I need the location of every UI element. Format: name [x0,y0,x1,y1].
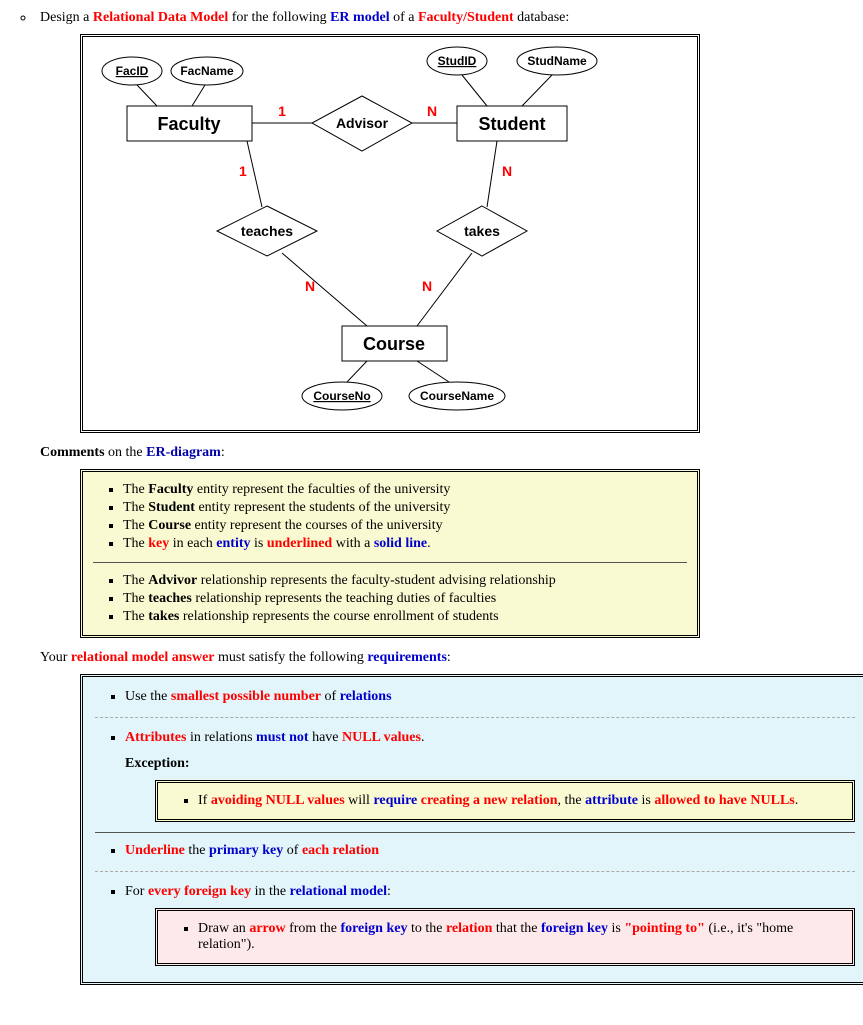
svg-text:takes: takes [464,223,500,239]
requirements-box: Use the smallest possible number of rela… [80,674,863,985]
comment-item: The key in each entity is underlined wit… [123,536,687,552]
svg-text:FacName: FacName [180,64,234,78]
comment-item: The Advivor relationship represents the … [123,573,687,589]
prompt-text: Design a Relational Data Model for the f… [40,10,569,25]
svg-text:N: N [422,278,432,294]
comments-heading: Comments on the ER-diagram: [40,445,843,461]
comment-item: The Student entity represent the student… [123,500,687,516]
er-diagram-frame: FacID FacName StudID StudName Faculty St… [80,34,700,433]
svg-text:CourseName: CourseName [420,389,494,403]
comment-item: The Course entity represent the courses … [123,518,687,534]
svg-text:Student: Student [479,114,546,134]
er-diagram: FacID FacName StudID StudName Faculty St… [87,41,695,421]
foreign-key-box: Draw an arrow from the foreign key to th… [155,908,855,966]
svg-text:1: 1 [239,163,247,179]
exception-item: If avoiding NULL values will require cre… [198,793,842,809]
svg-text:1: 1 [278,103,286,119]
requirement-item: Use the smallest possible number of rela… [125,689,855,705]
svg-text:Advisor: Advisor [336,115,389,131]
requirement-item: Attributes in relations must not have NU… [125,730,855,822]
svg-text:Faculty: Faculty [157,114,220,134]
exception-box: If avoiding NULL values will require cre… [155,780,855,822]
svg-text:CourseNo: CourseNo [313,389,370,403]
svg-text:N: N [305,278,315,294]
svg-text:StudID: StudID [438,54,477,68]
foreign-key-item: Draw an arrow from the foreign key to th… [198,921,842,953]
svg-text:StudName: StudName [527,54,587,68]
svg-text:Course: Course [363,334,425,354]
requirements-heading: Your relational model answer must satisf… [40,650,843,666]
comments-box: The Faculty entity represent the faculti… [80,469,700,638]
comment-item: The takes relationship represents the co… [123,609,687,625]
requirement-item: Underline the primary key of each relati… [125,843,855,859]
svg-text:N: N [427,103,437,119]
svg-text:N: N [502,163,512,179]
comment-item: The teaches relationship represents the … [123,591,687,607]
svg-text:FacID: FacID [116,64,149,78]
comment-item: The Faculty entity represent the faculti… [123,482,687,498]
requirement-item: For every foreign key in the relational … [125,884,855,966]
svg-text:teaches: teaches [241,223,293,239]
problem-item: Design a Relational Data Model for the f… [35,10,843,985]
exception-label: Exception: [125,756,190,771]
